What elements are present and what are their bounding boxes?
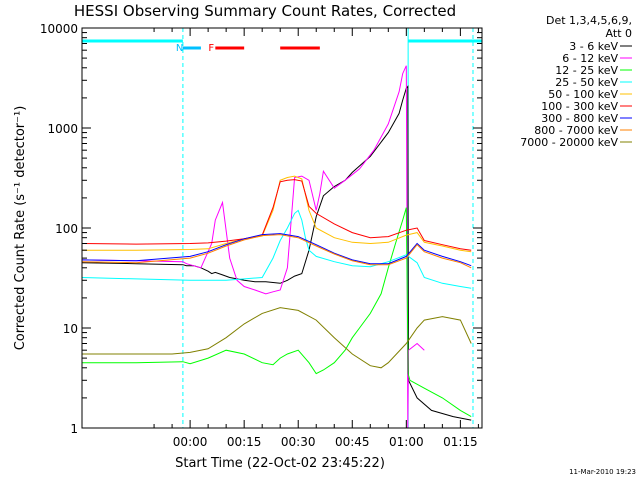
legend-label-7: 800 - 7000 keV bbox=[534, 124, 618, 137]
y-tick-label-4: 10000 bbox=[40, 22, 78, 36]
legend-header-line1: Det 1,3,4,5,6,9, bbox=[546, 14, 632, 27]
series-line-6 bbox=[81, 233, 472, 267]
flag-label-0: N bbox=[176, 43, 183, 54]
series-line-7 bbox=[81, 234, 472, 269]
legend-label-4: 50 - 100 keV bbox=[548, 88, 618, 101]
series-line-3 bbox=[81, 209, 472, 289]
footer-timestamp: 11-Mar-2010 19:23 bbox=[569, 468, 636, 476]
legend-label-2: 12 - 25 keV bbox=[555, 64, 618, 77]
y-axis-label: Corrected Count Rate (s⁻¹ detector⁻¹) bbox=[13, 106, 28, 351]
legend-header-line2: Att 0 bbox=[606, 27, 632, 40]
legend-label-1: 6 - 12 keV bbox=[562, 52, 618, 65]
plot-frame bbox=[81, 27, 483, 429]
series-line-5 bbox=[81, 179, 472, 251]
series-line-4 bbox=[82, 175, 472, 253]
flag-label-1: F bbox=[208, 43, 214, 54]
series-line-8 bbox=[82, 307, 472, 369]
x-tick-label-4: 01:00 bbox=[389, 435, 424, 449]
legend-label-6: 300 - 800 keV bbox=[541, 112, 618, 125]
x-tick-label-3: 00:45 bbox=[335, 435, 370, 449]
series-line-2 bbox=[82, 207, 472, 418]
y-tick-label-2: 100 bbox=[55, 222, 78, 236]
x-tick-label-5: 01:15 bbox=[443, 435, 478, 449]
x-tick-label-1: 00:15 bbox=[227, 435, 262, 449]
series-line-1 bbox=[81, 65, 425, 429]
y-tick-label-0: 1 bbox=[70, 422, 78, 436]
chart-title: HESSI Observing Summary Count Rates, Cor… bbox=[74, 2, 456, 20]
x-axis-label: Start Time (22-Oct-02 23:45:22) bbox=[175, 456, 385, 471]
x-tick-label-2: 00:30 bbox=[281, 435, 316, 449]
x-tick-label-0: 00:00 bbox=[173, 435, 208, 449]
y-tick-label-3: 1000 bbox=[47, 122, 78, 136]
series-line-0 bbox=[81, 85, 472, 421]
legend-label-8: 7000 - 20000 keV bbox=[520, 136, 618, 149]
y-tick-label-1: 10 bbox=[63, 322, 78, 336]
legend-label-5: 100 - 300 keV bbox=[541, 100, 618, 113]
legend-label-0: 3 - 6 keV bbox=[569, 40, 618, 53]
legend-label-3: 25 - 50 keV bbox=[555, 76, 618, 89]
